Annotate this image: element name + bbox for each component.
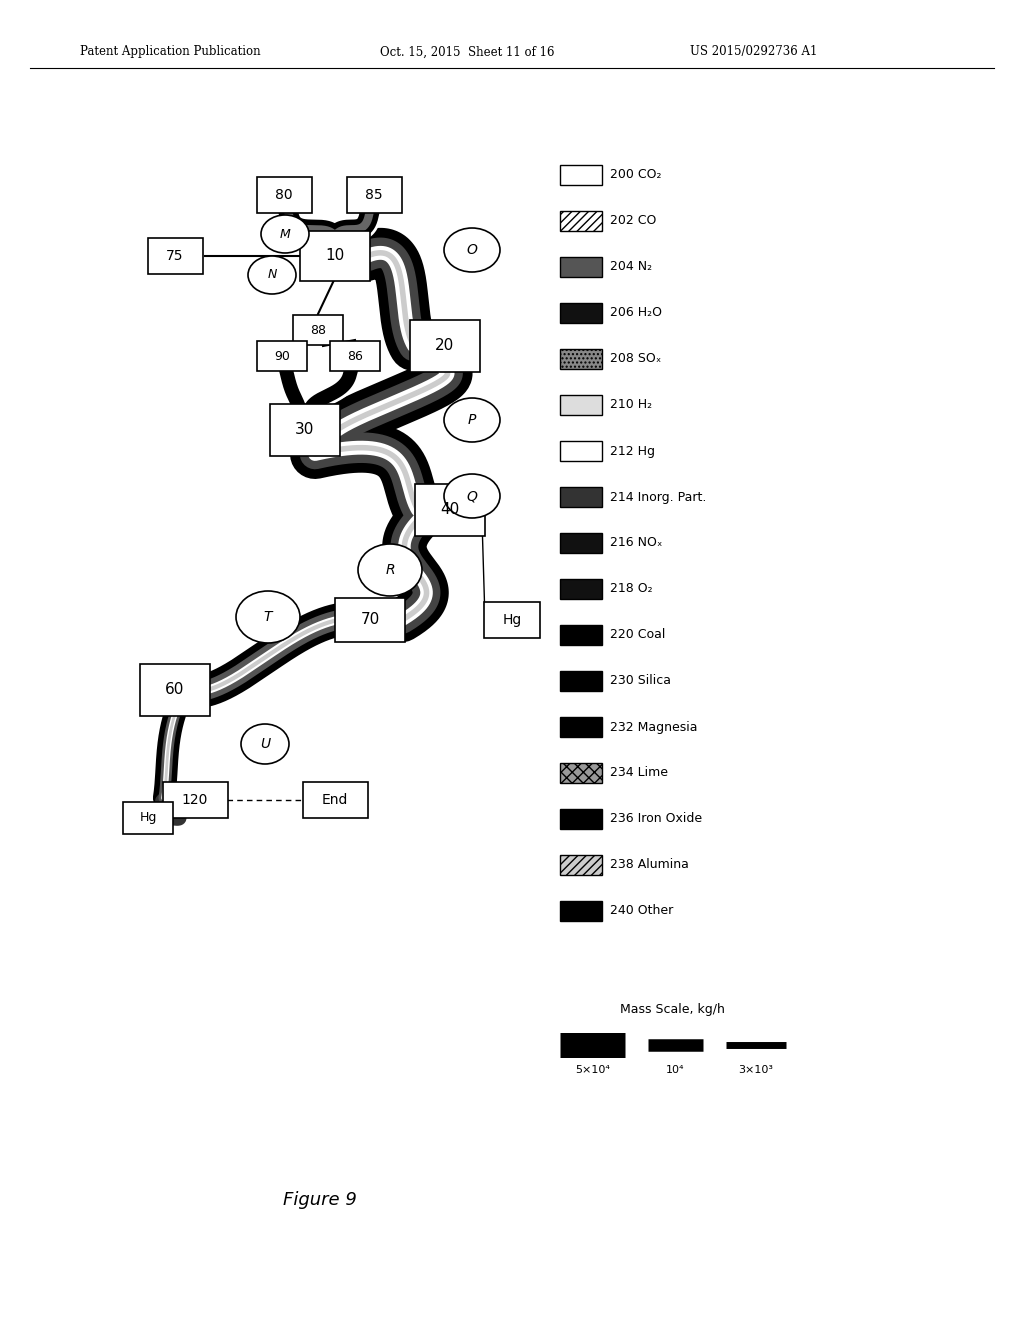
Text: Mass Scale, kg/h: Mass Scale, kg/h [620,1003,725,1016]
Text: 70: 70 [360,612,380,627]
FancyBboxPatch shape [140,664,210,715]
Ellipse shape [444,399,500,442]
FancyBboxPatch shape [560,671,602,690]
FancyBboxPatch shape [560,624,602,645]
Text: 120: 120 [182,793,208,807]
FancyBboxPatch shape [302,781,368,818]
FancyBboxPatch shape [123,803,173,834]
FancyBboxPatch shape [163,781,227,818]
FancyBboxPatch shape [560,395,602,414]
FancyBboxPatch shape [346,177,401,213]
Text: 10: 10 [326,248,345,264]
Text: End: End [322,793,348,807]
FancyBboxPatch shape [147,238,203,275]
FancyBboxPatch shape [256,177,311,213]
FancyBboxPatch shape [560,211,602,231]
Text: Hg: Hg [139,812,157,825]
Text: 214 Inorg. Part.: 214 Inorg. Part. [610,491,707,503]
Text: 232 Magnesia: 232 Magnesia [610,721,697,734]
Ellipse shape [444,228,500,272]
Text: 210 H₂: 210 H₂ [610,399,652,412]
Text: R: R [385,564,395,577]
Text: 230 Silica: 230 Silica [610,675,671,688]
FancyBboxPatch shape [293,315,343,345]
Text: P: P [468,413,476,426]
FancyBboxPatch shape [270,404,340,455]
Text: 208 SOₓ: 208 SOₓ [610,352,662,366]
Text: 220 Coal: 220 Coal [610,628,666,642]
FancyBboxPatch shape [560,717,602,737]
Ellipse shape [248,256,296,294]
Text: 86: 86 [347,350,362,363]
FancyBboxPatch shape [560,304,602,323]
Text: T: T [264,610,272,624]
Text: Oct. 15, 2015  Sheet 11 of 16: Oct. 15, 2015 Sheet 11 of 16 [380,45,555,58]
FancyBboxPatch shape [560,855,602,875]
FancyBboxPatch shape [330,341,380,371]
Text: 206 H₂O: 206 H₂O [610,306,662,319]
FancyBboxPatch shape [560,579,602,599]
Text: 60: 60 [165,682,184,697]
Text: Hg: Hg [503,612,521,627]
FancyBboxPatch shape [560,257,602,277]
Text: 10⁴: 10⁴ [667,1065,685,1074]
Text: 40: 40 [440,503,460,517]
Text: 88: 88 [310,323,326,337]
FancyBboxPatch shape [560,533,602,553]
Text: US 2015/0292736 A1: US 2015/0292736 A1 [690,45,817,58]
FancyBboxPatch shape [484,602,540,638]
Text: 204 N₂: 204 N₂ [610,260,652,273]
FancyBboxPatch shape [560,165,602,185]
Ellipse shape [358,544,422,597]
Text: 75: 75 [166,249,183,263]
Text: 236 Iron Oxide: 236 Iron Oxide [610,813,702,825]
FancyBboxPatch shape [560,763,602,783]
Text: 238 Alumina: 238 Alumina [610,858,689,871]
Text: 216 NOₓ: 216 NOₓ [610,536,663,549]
Text: 3×10³: 3×10³ [738,1065,773,1074]
FancyBboxPatch shape [410,319,480,372]
Text: 200 CO₂: 200 CO₂ [610,169,662,181]
Text: 5×10⁴: 5×10⁴ [575,1065,610,1074]
FancyBboxPatch shape [257,341,307,371]
Text: 240 Other: 240 Other [610,904,673,917]
Ellipse shape [444,474,500,517]
Text: 90: 90 [274,350,290,363]
FancyBboxPatch shape [335,598,406,642]
FancyBboxPatch shape [300,231,370,281]
Text: 234 Lime: 234 Lime [610,767,668,780]
Text: Q: Q [467,488,477,503]
Text: 212 Hg: 212 Hg [610,445,655,458]
Text: 218 O₂: 218 O₂ [610,582,652,595]
Ellipse shape [261,215,309,253]
FancyBboxPatch shape [560,487,602,507]
Text: U: U [260,737,270,751]
Ellipse shape [241,723,289,764]
Text: 80: 80 [275,187,293,202]
Text: Patent Application Publication: Patent Application Publication [80,45,261,58]
Ellipse shape [236,591,300,643]
Text: 20: 20 [435,338,455,354]
FancyBboxPatch shape [415,484,485,536]
FancyBboxPatch shape [560,809,602,829]
Text: 202 CO: 202 CO [610,214,656,227]
Text: Figure 9: Figure 9 [283,1191,357,1209]
Text: 85: 85 [366,187,383,202]
Text: O: O [467,243,477,257]
Text: M: M [280,227,291,240]
Text: N: N [267,268,276,281]
FancyBboxPatch shape [560,902,602,921]
FancyBboxPatch shape [560,348,602,370]
FancyBboxPatch shape [560,441,602,461]
Text: 30: 30 [295,422,314,437]
